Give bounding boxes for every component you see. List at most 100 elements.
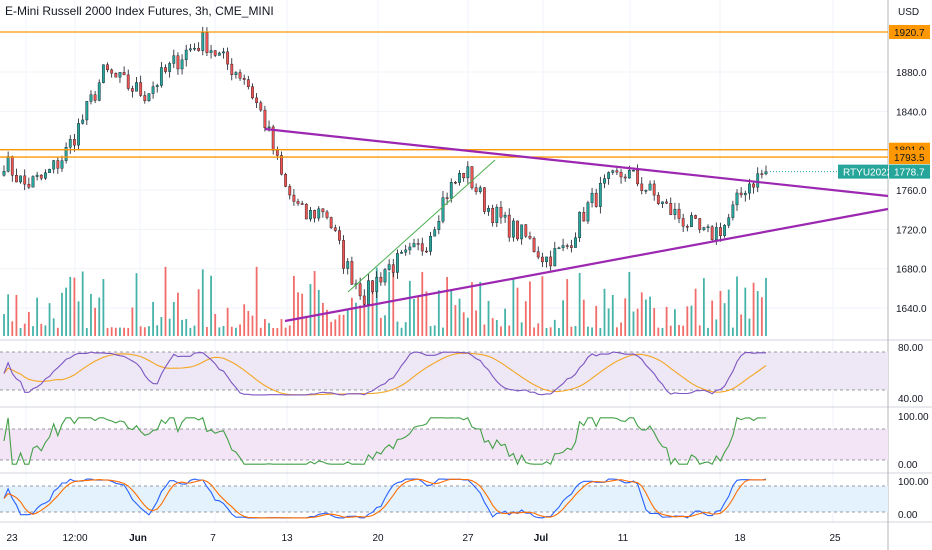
volume-bar <box>342 314 345 336</box>
candle <box>690 212 693 227</box>
volume-bar <box>135 273 138 336</box>
volume-bar <box>164 266 167 336</box>
rsi-tick-label: 80.00 <box>898 343 923 354</box>
candle <box>309 206 312 222</box>
volume-bar <box>429 326 432 336</box>
candle <box>97 79 101 102</box>
volume-bar <box>301 293 304 336</box>
volume-bar <box>765 277 767 336</box>
candle <box>172 49 176 69</box>
volume-bar <box>206 327 208 336</box>
candle-body <box>255 97 259 103</box>
candle <box>48 168 51 174</box>
candle-body <box>677 208 681 219</box>
rsi-tick-label: 40.00 <box>898 394 923 405</box>
candle <box>561 238 565 252</box>
candle-body <box>433 229 437 237</box>
candle-body <box>44 172 47 179</box>
candle-body <box>482 187 486 212</box>
candle-body <box>251 86 254 99</box>
candle <box>594 188 598 208</box>
volume-bar <box>574 325 577 336</box>
candle <box>524 223 528 238</box>
candle-body <box>106 64 109 71</box>
candle-body <box>371 280 374 292</box>
volume-bar <box>185 318 188 336</box>
candle <box>685 224 689 232</box>
candle <box>706 224 710 233</box>
volume-bar <box>462 312 465 336</box>
candle-body <box>466 166 470 179</box>
candle-body <box>594 192 598 207</box>
volume-bar <box>533 327 535 336</box>
volume-bar <box>7 294 10 336</box>
candle-body <box>491 207 495 223</box>
candle <box>454 180 457 185</box>
candle <box>719 222 722 242</box>
volume-bar <box>235 327 237 336</box>
time-tick-label: 25 <box>829 533 841 544</box>
volume-bar <box>669 325 672 336</box>
candle-body <box>329 217 333 228</box>
candle-body <box>603 178 606 184</box>
volume-bar <box>483 324 486 336</box>
volume-bar <box>587 326 589 336</box>
volume-bar <box>450 290 453 336</box>
candle <box>433 226 437 237</box>
candle-body <box>412 243 416 248</box>
candle <box>702 226 706 232</box>
candle-body <box>669 203 673 215</box>
candle-body <box>118 72 122 78</box>
candle-body <box>164 67 167 72</box>
volume-bar <box>549 327 552 336</box>
candle <box>338 226 341 245</box>
volume-bar <box>272 327 275 336</box>
volume-bar <box>529 281 531 336</box>
volume-bar <box>578 272 581 336</box>
candle <box>739 187 743 198</box>
candle-body <box>155 85 159 87</box>
candle <box>491 204 495 227</box>
candle <box>362 289 366 307</box>
volume-bar <box>396 321 399 336</box>
candle <box>242 74 246 85</box>
candle-body <box>685 225 689 228</box>
candle-body <box>408 246 412 251</box>
volume-bar <box>375 267 378 336</box>
candle <box>623 173 627 182</box>
candle-body <box>101 64 105 83</box>
candle-body <box>23 175 27 185</box>
stochastic-band <box>0 486 888 512</box>
volume-bar <box>504 308 506 336</box>
candle-body <box>358 283 362 297</box>
chart-title: E-Mini Russell 2000 Index Futures, 3h, C… <box>5 4 274 18</box>
candle-body <box>545 256 548 263</box>
candle <box>731 200 735 221</box>
volume-bar <box>508 325 511 336</box>
volume-bar <box>143 327 146 336</box>
price-level-label: 1920.7 <box>894 28 925 39</box>
candle <box>246 75 250 90</box>
candle-body <box>404 249 408 253</box>
candle <box>425 247 428 253</box>
volume-bar <box>582 299 585 336</box>
volume-bar <box>90 293 92 336</box>
volume-bar <box>334 319 337 336</box>
candle <box>93 90 97 104</box>
candle-body <box>640 183 644 191</box>
candle-body <box>524 224 528 237</box>
volume-bar <box>52 318 55 336</box>
candle <box>147 93 151 102</box>
volume-bar <box>247 310 250 336</box>
volume-bars <box>3 266 767 336</box>
volume-bar <box>305 317 308 336</box>
candle <box>193 43 196 51</box>
volume-bar <box>243 304 246 336</box>
candle <box>603 174 606 189</box>
candles <box>2 26 768 307</box>
volume-bar <box>665 306 668 336</box>
candle <box>420 237 424 256</box>
candle <box>52 159 56 174</box>
candle-body <box>230 63 234 75</box>
